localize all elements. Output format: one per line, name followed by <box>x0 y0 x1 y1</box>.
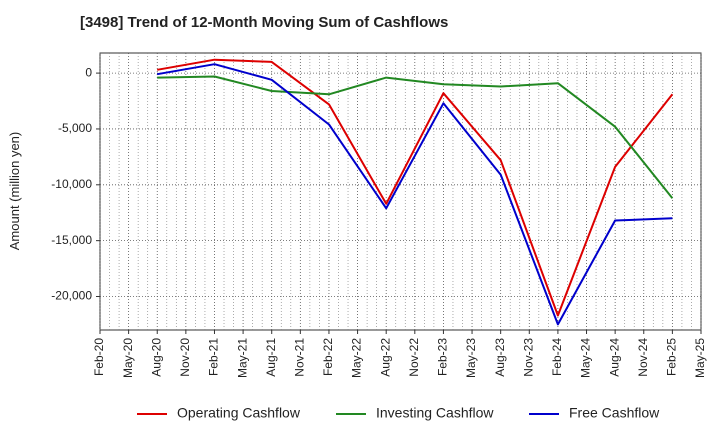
y-tick-label: -5,000 <box>58 121 92 135</box>
x-tick-label: Aug-23 <box>493 338 507 377</box>
y-tick-label: -15,000 <box>51 233 92 247</box>
x-tick-label: Aug-24 <box>607 338 621 377</box>
legend-label-investing-cashflow: Investing Cashflow <box>376 405 494 421</box>
x-tick-label: May-24 <box>579 338 593 378</box>
plot-frame <box>99 52 702 331</box>
x-tick-label: Feb-22 <box>321 338 335 376</box>
x-tick-label: Feb-20 <box>92 338 106 376</box>
legend-label-operating-cashflow: Operating Cashflow <box>177 405 301 421</box>
x-tick-label: Feb-25 <box>665 338 679 376</box>
x-tick-label: Aug-20 <box>149 338 163 377</box>
legend: Operating Cashflow Investing Cashflow Free… <box>137 405 660 421</box>
x-tick-label: May-25 <box>693 338 707 378</box>
y-tick-label: 0 <box>85 65 92 79</box>
legend-label-free-cashflow: Free Cashflow <box>569 405 660 421</box>
series-line-investing-cashflow <box>157 75 674 199</box>
series-lines <box>157 58 674 326</box>
x-tick-label: May-20 <box>121 338 135 378</box>
x-tick-label: Feb-21 <box>207 338 221 376</box>
x-tick-label: May-23 <box>464 338 478 378</box>
x-tick-label: May-22 <box>350 338 364 378</box>
grid <box>99 52 702 331</box>
x-tick-label: Nov-22 <box>407 338 421 377</box>
x-tick-label: Aug-21 <box>264 338 278 377</box>
series-line-operating-cashflow <box>157 58 674 317</box>
x-tick-label: Nov-20 <box>178 338 192 377</box>
y-tick-label: -10,000 <box>51 177 92 191</box>
y-axis-label: Amount (million yen) <box>7 132 22 251</box>
x-tick-label: Feb-24 <box>550 338 564 376</box>
x-tick-label: Nov-21 <box>293 338 307 377</box>
x-tick-label: Aug-22 <box>378 338 392 377</box>
x-tick-label: Nov-24 <box>636 338 650 377</box>
series-line-free-cashflow <box>157 63 673 326</box>
y-tick-label: -20,000 <box>51 289 92 303</box>
x-tick-label: Feb-23 <box>436 338 450 376</box>
axes: Feb-20 May-20 Aug-20 Nov-20 Feb-21 May-21 Aug-… <box>51 65 707 378</box>
chart-title: [3498] Trend of 12-Month Moving Sum of C… <box>80 14 449 31</box>
x-tick-label: May-21 <box>235 338 249 378</box>
x-tick-label: Nov-23 <box>521 338 535 377</box>
